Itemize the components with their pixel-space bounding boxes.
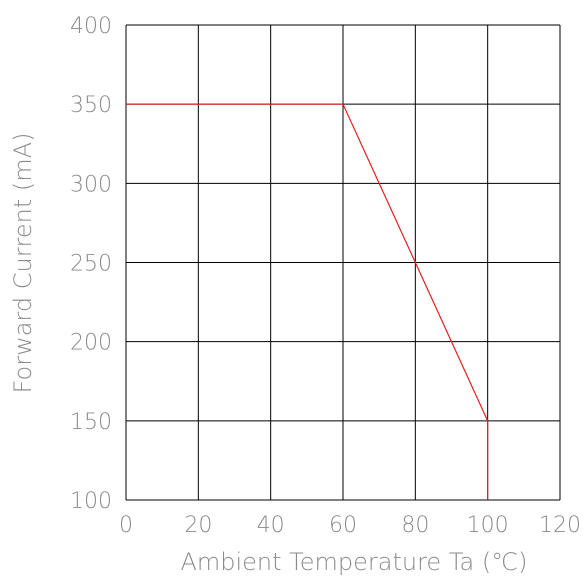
y-tick-label: 250 xyxy=(70,252,112,277)
x-tick-label: 40 xyxy=(257,513,285,538)
x-axis-title: Ambient Temperature Ta (℃) xyxy=(180,548,527,576)
x-axis-ticks: 0 20 40 60 80 100 120 xyxy=(119,513,581,538)
y-tick-label: 400 xyxy=(70,14,112,39)
y-tick-label: 300 xyxy=(70,172,112,197)
y-tick-label: 200 xyxy=(70,331,112,356)
x-tick-label: 20 xyxy=(184,513,212,538)
x-tick-label: 100 xyxy=(467,513,509,538)
x-tick-label: 0 xyxy=(119,513,133,538)
x-tick-label: 60 xyxy=(329,513,357,538)
x-tick-label: 80 xyxy=(401,513,429,538)
x-tick-label: 120 xyxy=(539,513,581,538)
grid xyxy=(125,24,561,501)
y-tick-label: 350 xyxy=(70,93,112,118)
y-tick-label: 100 xyxy=(70,489,112,514)
y-axis-ticks: 100 150 200 250 300 350 400 xyxy=(70,14,112,514)
y-axis-title: Forward Current (mA) xyxy=(9,133,37,394)
series-layer xyxy=(126,103,489,500)
series-line xyxy=(126,103,489,500)
y-tick-label: 150 xyxy=(70,410,112,435)
